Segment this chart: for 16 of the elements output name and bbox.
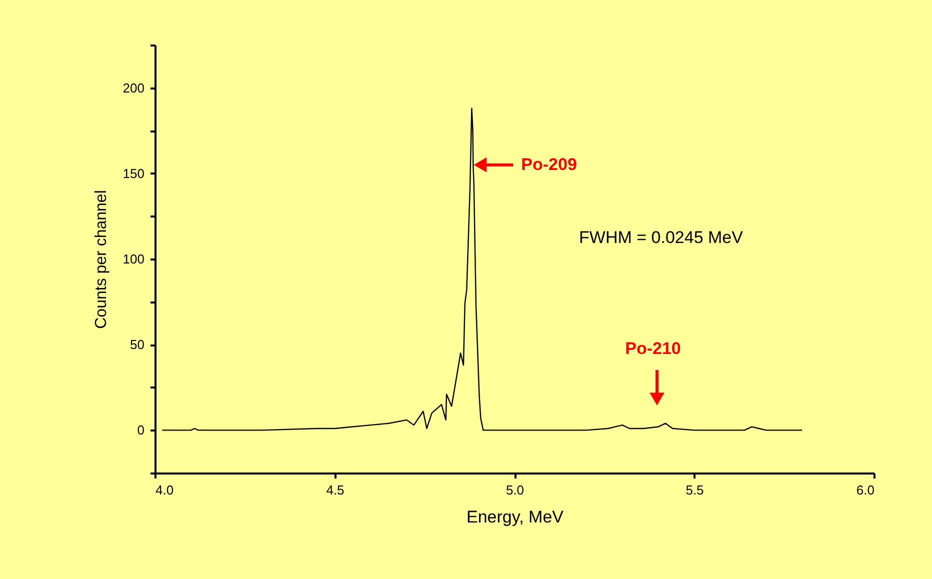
x-tick-label: 4.5 bbox=[326, 482, 344, 498]
y-tick-label: 0 bbox=[137, 422, 144, 438]
annotation: Po-209 bbox=[521, 154, 577, 174]
y-axis-title: Counts per channel bbox=[92, 190, 110, 329]
y-tick-label: 200 bbox=[122, 80, 144, 96]
y-tick-label: 50 bbox=[130, 337, 144, 352]
x-tick-label: 5.0 bbox=[506, 482, 524, 498]
annotation: FWHM = 0.0245 MeV bbox=[579, 228, 744, 247]
x-tick-label: 4.0 bbox=[156, 482, 174, 498]
y-tick-label: 100 bbox=[122, 252, 144, 266]
annotation: Po-210 bbox=[625, 339, 681, 358]
x-tick-label: 6.0 bbox=[856, 482, 874, 498]
x-axis-title: Energy, MeV bbox=[466, 508, 564, 526]
line-series bbox=[162, 108, 803, 431]
y-tick-label: 150 bbox=[122, 166, 144, 181]
x-tick-label: 5.5 bbox=[686, 482, 704, 498]
